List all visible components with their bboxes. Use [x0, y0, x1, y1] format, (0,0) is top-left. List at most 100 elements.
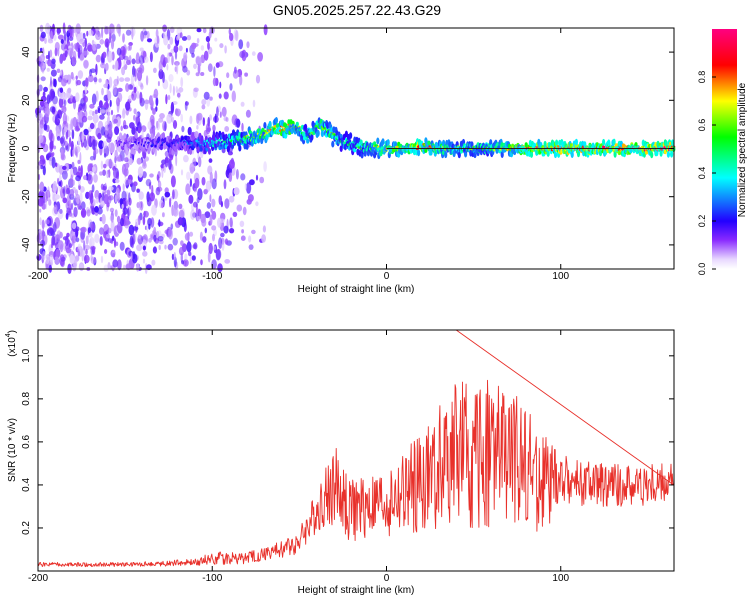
spectrogram-noise-cell — [89, 237, 95, 249]
spectrogram-ridge-cell — [607, 139, 611, 147]
spectrogram-noise-cell — [75, 175, 81, 182]
spectrogram-noise-cell — [90, 223, 96, 231]
spectrogram-noise-cell — [128, 43, 132, 51]
snr-series — [37, 329, 674, 568]
spectrogram-noise-cell — [196, 125, 199, 130]
spectrogram-noise-cell — [142, 258, 146, 264]
spectrogram-noise-cell — [107, 262, 111, 270]
spectrogram-noise-cell — [108, 186, 114, 191]
spectrogram-noise-cell — [68, 199, 71, 209]
spectrogram-noise-cell — [172, 120, 178, 129]
spectrogram-noise-cell — [77, 250, 81, 257]
spectrogram-noise-cell — [99, 171, 103, 176]
spectrogram-noise-cell — [178, 203, 183, 210]
spectrogram-noise-cell — [138, 234, 141, 239]
spectrogram-noise-cell — [170, 101, 175, 114]
spectrogram-noise-cell — [108, 142, 112, 149]
snr-line — [37, 329, 674, 568]
spectrogram-noise-cell — [106, 171, 109, 179]
spectrogram-ridge-cell — [238, 144, 242, 152]
spectrogram-ridge-cell — [316, 129, 320, 137]
spectrogram-noise-cell — [138, 200, 141, 211]
spectrogram-noise-cell — [235, 169, 239, 180]
spectrogram-noise-cell — [199, 57, 202, 67]
spectrogram-noise-cell — [108, 76, 113, 88]
spectrogram-noise-cell — [114, 126, 120, 136]
spectrogram-noise-cell — [205, 123, 211, 135]
spectrogram-noise-cell — [168, 227, 173, 240]
spectrogram-noise-cell — [65, 235, 69, 246]
spectrogram-noise-cell — [209, 194, 212, 203]
spectrogram-noise-cell — [191, 255, 196, 261]
spectrogram-noise-cell — [164, 121, 167, 132]
spectrogram-ridge-cell — [274, 117, 278, 124]
y-tick-label: 0.6 — [21, 435, 32, 449]
y-tick-label: 0.4 — [21, 478, 32, 492]
spectrogram-noise-cell — [66, 88, 71, 99]
spectrogram-noise-cell — [97, 106, 101, 111]
spectrogram-ridge-cell — [546, 150, 550, 157]
spectrogram-noise-cell — [79, 263, 84, 269]
spectrogram-noise-cell — [124, 178, 130, 186]
spectrogram-noise-cell — [58, 181, 61, 187]
spectrogram-noise-cell — [224, 198, 230, 209]
spectrogram-noise-cell — [79, 191, 83, 204]
spectrogram-noise-cell — [66, 187, 70, 195]
spectrogram-noise-cell — [123, 59, 126, 66]
spectrogram-noise-cell — [86, 133, 90, 146]
spectrogram-noise-cell — [248, 244, 254, 251]
spectrogram-noise-cell — [53, 204, 58, 215]
spectrogram-noise-cell — [240, 173, 246, 181]
spectrogram-noise-cell — [178, 246, 185, 256]
spectrogram-noise-cell — [228, 195, 235, 203]
spectrogram-noise-cell — [153, 88, 159, 99]
spectrogram-noise-cell — [170, 223, 174, 230]
spectrogram-noise-cell — [57, 110, 64, 115]
spectrogram-noise-cell — [252, 99, 256, 108]
spectrogram-noise-cell — [142, 250, 148, 257]
spectrogram-noise-cell — [99, 236, 103, 246]
spectrogram-noise-cell — [107, 227, 112, 234]
spectrogram-noise-cell — [207, 41, 210, 50]
spectrogram-noise-cell — [107, 83, 110, 90]
spectrogram-noise-cell — [200, 259, 203, 266]
spectrogram-noise-cell — [79, 186, 85, 193]
spectrogram-noise-cell — [77, 135, 81, 146]
spectrogram-noise-cell — [231, 90, 236, 103]
spectrogram-noise-cell — [46, 67, 50, 72]
spectrogram-noise-cell — [39, 54, 46, 62]
spectrogram-noise-cell — [141, 129, 144, 141]
spectrogram-noise-cell — [39, 208, 42, 213]
spectrogram-noise-cell — [85, 248, 88, 255]
spectrogram-noise-cell — [102, 51, 107, 59]
spectrogram-noise-cell — [53, 34, 57, 41]
spectrogram-noise-cell — [102, 141, 108, 149]
spectrogram-noise-cell — [206, 202, 212, 209]
spectrogram-noise-cell — [144, 56, 149, 63]
spectrogram-ridge-cell — [268, 120, 272, 128]
spectrogram-noise-cell — [112, 84, 117, 96]
spectrogram-noise-cell — [176, 92, 181, 98]
spectrogram-noise-cell — [211, 225, 217, 231]
spectrogram-noise-cell — [80, 208, 87, 218]
spectrogram-noise-cell — [49, 106, 56, 113]
spectrogram-noise-cell — [38, 105, 41, 112]
spectrogram-noise-cell — [124, 77, 131, 82]
spectrogram-noise-cell — [84, 244, 90, 251]
spectrogram-noise-cell — [255, 174, 259, 181]
spectrogram-noise-cell — [195, 56, 201, 66]
spectrogram-noise-cell — [234, 66, 237, 74]
spectrogram-noise-cell — [72, 179, 75, 186]
spectrogram-noise-cell — [185, 183, 191, 195]
spectrogram-noise-cell — [37, 112, 43, 120]
spectrogram-noise-cell — [136, 244, 143, 252]
spectrogram-noise-cell — [166, 63, 169, 71]
spectrogram-noise-cell — [167, 243, 174, 251]
spectrogram-noise-cell — [47, 38, 54, 44]
spectrogram-noise-cell — [225, 117, 229, 122]
spectrogram-noise-cell — [70, 119, 73, 132]
spectrogram-noise-cell — [42, 143, 49, 153]
spectrogram-noise-cell — [223, 91, 229, 100]
spectrogram-noise-cell — [124, 168, 128, 177]
spectrogram-noise-cell — [242, 206, 247, 216]
